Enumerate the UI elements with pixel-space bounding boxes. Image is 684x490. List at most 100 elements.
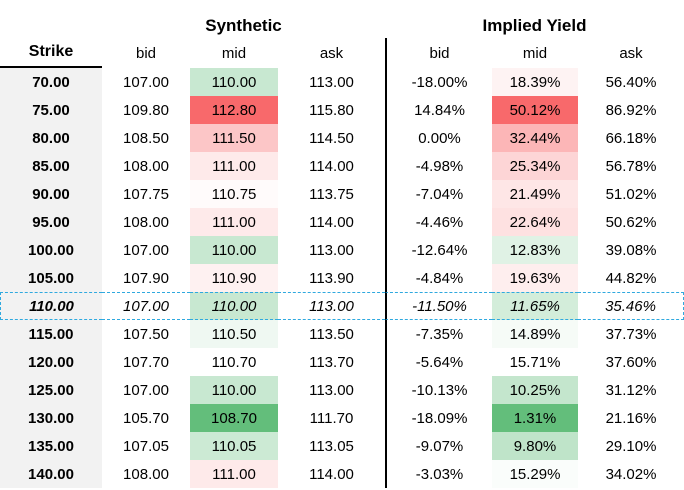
strike-cell[interactable]: 110.00 bbox=[0, 292, 102, 320]
implied-yield-ask-cell[interactable]: 50.62% bbox=[605, 213, 657, 231]
implied-yield-mid-cell[interactable]: 15.71% bbox=[492, 348, 578, 376]
implied-yield-ask-header[interactable]: ask bbox=[619, 44, 643, 62]
implied-yield-bid-cell[interactable]: -18.09% bbox=[385, 404, 492, 432]
strike-cell[interactable]: 135.00 bbox=[0, 432, 102, 460]
implied-yield-mid-cell[interactable]: 21.49% bbox=[492, 180, 578, 208]
synthetic-ask-cell[interactable]: 114.00 bbox=[309, 213, 354, 231]
synthetic-ask-cell[interactable]: 113.70 bbox=[309, 353, 354, 371]
strike-cell[interactable]: 115.00 bbox=[0, 320, 102, 348]
synthetic-bid-cell[interactable]: 109.80 bbox=[123, 101, 169, 119]
strike-cell[interactable]: 140.00 bbox=[0, 460, 102, 488]
synthetic-mid-cell[interactable]: 108.70 bbox=[190, 404, 278, 432]
implied-yield-bid-cell[interactable]: -4.84% bbox=[385, 264, 492, 292]
synthetic-bid-cell[interactable]: 108.00 bbox=[123, 465, 169, 483]
synthetic-bid-cell[interactable]: 107.70 bbox=[123, 353, 169, 371]
implied-yield-ask-cell[interactable]: 29.10% bbox=[605, 437, 657, 455]
strike-cell[interactable]: 95.00 bbox=[0, 208, 102, 236]
synthetic-bid-cell[interactable]: 107.90 bbox=[123, 269, 169, 287]
synthetic-mid-cell[interactable]: 111.00 bbox=[190, 208, 278, 236]
synthetic-bid-cell[interactable]: 107.00 bbox=[123, 73, 169, 91]
synthetic-ask-cell[interactable]: 114.00 bbox=[309, 157, 354, 175]
synthetic-mid-cell[interactable]: 110.00 bbox=[190, 68, 278, 96]
synthetic-bid-header[interactable]: bid bbox=[135, 44, 157, 62]
synthetic-mid-cell[interactable]: 111.00 bbox=[190, 460, 278, 488]
implied-yield-ask-cell[interactable]: 44.82% bbox=[605, 269, 657, 287]
synthetic-mid-cell[interactable]: 110.00 bbox=[190, 236, 278, 264]
implied-yield-bid-cell[interactable]: -12.64% bbox=[385, 236, 492, 264]
synthetic-mid-cell[interactable]: 111.00 bbox=[190, 152, 278, 180]
synthetic-ask-cell[interactable]: 113.75 bbox=[309, 185, 354, 203]
implied-yield-bid-cell[interactable]: -4.98% bbox=[385, 152, 492, 180]
strike-cell[interactable]: 80.00 bbox=[0, 124, 102, 152]
implied-yield-mid-cell[interactable]: 18.39% bbox=[492, 68, 578, 96]
implied-yield-mid-cell[interactable]: 1.31% bbox=[492, 404, 578, 432]
implied-yield-bid-cell[interactable]: 0.00% bbox=[385, 124, 492, 152]
synthetic-bid-cell[interactable]: 107.50 bbox=[123, 325, 169, 343]
synthetic-mid-cell[interactable]: 111.50 bbox=[190, 124, 278, 152]
synthetic-bid-cell[interactable]: 108.00 bbox=[123, 213, 169, 231]
synthetic-ask-cell[interactable]: 113.00 bbox=[278, 292, 385, 320]
strike-cell[interactable]: 120.00 bbox=[0, 348, 102, 376]
implied-yield-bid-cell[interactable]: -11.50% bbox=[385, 292, 492, 320]
strike-header[interactable]: Strike bbox=[0, 38, 102, 68]
synthetic-bid-cell[interactable]: 105.70 bbox=[123, 409, 169, 427]
implied-yield-mid-cell[interactable]: 50.12% bbox=[492, 96, 578, 124]
synthetic-bid-cell[interactable]: 107.00 bbox=[123, 241, 169, 259]
implied-yield-bid-header[interactable]: bid bbox=[385, 38, 492, 68]
implied-yield-ask-cell[interactable]: 35.46% bbox=[578, 292, 684, 320]
synthetic-mid-cell[interactable]: 112.80 bbox=[190, 96, 278, 124]
synthetic-bid-cell[interactable]: 108.50 bbox=[123, 129, 169, 147]
strike-cell[interactable]: 130.00 bbox=[0, 404, 102, 432]
synthetic-mid-cell[interactable]: 110.05 bbox=[190, 432, 278, 460]
implied-yield-mid-cell[interactable]: 14.89% bbox=[492, 320, 578, 348]
implied-yield-bid-cell[interactable]: -10.13% bbox=[385, 376, 492, 404]
implied-yield-bid-cell[interactable]: 14.84% bbox=[385, 96, 492, 124]
synthetic-ask-cell[interactable]: 113.00 bbox=[309, 381, 354, 399]
implied-yield-bid-cell[interactable]: -9.07% bbox=[385, 432, 492, 460]
implied-yield-mid-cell[interactable]: 15.29% bbox=[492, 460, 578, 488]
implied-yield-ask-cell[interactable]: 66.18% bbox=[605, 129, 657, 147]
implied-yield-bid-cell[interactable]: -7.04% bbox=[385, 180, 492, 208]
synthetic-mid-header[interactable]: mid bbox=[221, 44, 247, 62]
synthetic-ask-cell[interactable]: 113.05 bbox=[309, 437, 354, 455]
implied-yield-ask-cell[interactable]: 56.40% bbox=[605, 73, 657, 91]
synthetic-mid-cell[interactable]: 110.00 bbox=[190, 376, 278, 404]
implied-yield-ask-cell[interactable]: 51.02% bbox=[605, 185, 657, 203]
implied-yield-bid-cell[interactable]: -5.64% bbox=[385, 348, 492, 376]
synthetic-bid-cell[interactable]: 107.00 bbox=[102, 292, 190, 320]
implied-yield-mid-header[interactable]: mid bbox=[522, 44, 548, 62]
implied-yield-bid-cell[interactable]: -4.46% bbox=[385, 208, 492, 236]
synthetic-mid-cell[interactable]: 110.90 bbox=[190, 264, 278, 292]
strike-cell[interactable]: 100.00 bbox=[0, 236, 102, 264]
implied-yield-ask-cell[interactable]: 39.08% bbox=[605, 241, 657, 259]
implied-yield-mid-cell[interactable]: 32.44% bbox=[492, 124, 578, 152]
strike-cell[interactable]: 85.00 bbox=[0, 152, 102, 180]
synthetic-ask-header[interactable]: ask bbox=[319, 44, 344, 62]
strike-cell[interactable]: 70.00 bbox=[0, 68, 102, 96]
implied-yield-bid-cell[interactable]: -18.00% bbox=[385, 68, 492, 96]
synthetic-mid-cell[interactable]: 110.70 bbox=[190, 348, 278, 376]
strike-cell[interactable]: 125.00 bbox=[0, 376, 102, 404]
synthetic-ask-cell[interactable]: 113.00 bbox=[309, 241, 354, 259]
synthetic-ask-cell[interactable]: 114.50 bbox=[309, 129, 354, 147]
implied-yield-bid-cell[interactable]: -3.03% bbox=[385, 460, 492, 488]
strike-cell[interactable]: 105.00 bbox=[0, 264, 102, 292]
implied-yield-mid-cell[interactable]: 9.80% bbox=[492, 432, 578, 460]
implied-yield-mid-cell[interactable]: 10.25% bbox=[492, 376, 578, 404]
synthetic-mid-cell[interactable]: 110.50 bbox=[190, 320, 278, 348]
synthetic-mid-cell[interactable]: 110.75 bbox=[190, 180, 278, 208]
synthetic-ask-cell[interactable]: 114.00 bbox=[309, 465, 354, 483]
implied-yield-ask-cell[interactable]: 21.16% bbox=[605, 409, 657, 427]
strike-cell[interactable]: 75.00 bbox=[0, 96, 102, 124]
synthetic-bid-cell[interactable]: 107.05 bbox=[123, 437, 169, 455]
implied-yield-mid-cell[interactable]: 19.63% bbox=[492, 264, 578, 292]
synthetic-bid-cell[interactable]: 108.00 bbox=[123, 157, 169, 175]
implied-yield-mid-cell[interactable]: 11.65% bbox=[492, 292, 578, 320]
implied-yield-ask-cell[interactable]: 34.02% bbox=[605, 465, 657, 483]
implied-yield-ask-cell[interactable]: 37.73% bbox=[605, 325, 657, 343]
synthetic-mid-cell[interactable]: 110.00 bbox=[190, 292, 278, 320]
implied-yield-mid-cell[interactable]: 12.83% bbox=[492, 236, 578, 264]
implied-yield-mid-cell[interactable]: 25.34% bbox=[492, 152, 578, 180]
implied-yield-mid-cell[interactable]: 22.64% bbox=[492, 208, 578, 236]
synthetic-ask-cell[interactable]: 113.50 bbox=[309, 325, 354, 343]
